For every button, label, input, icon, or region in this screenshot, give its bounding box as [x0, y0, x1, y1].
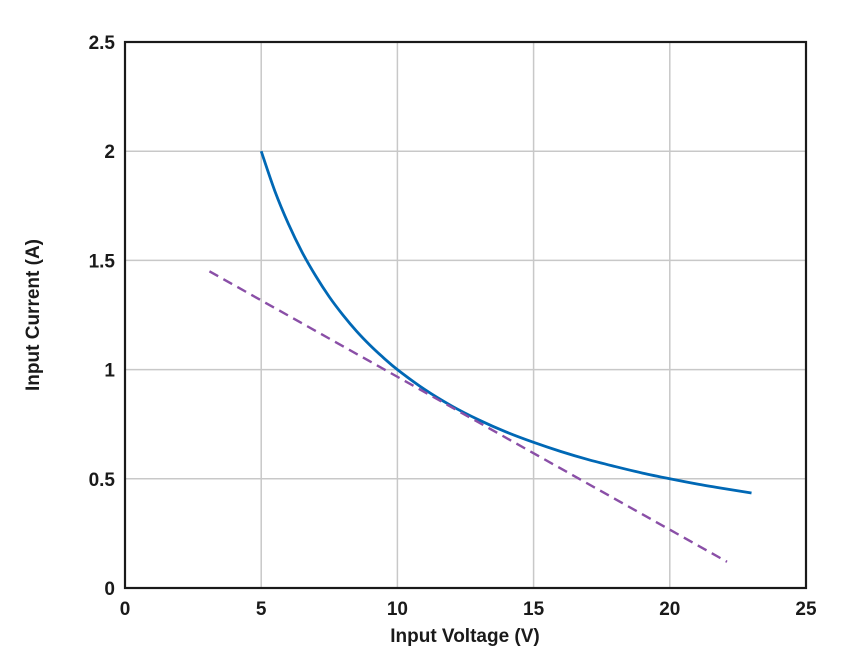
x-tick-label: 15	[523, 599, 545, 620]
plot-frame	[123, 40, 808, 590]
grid-lines	[125, 42, 806, 588]
y-tick-label: 2	[104, 142, 115, 163]
y-tick-label: 0	[104, 579, 115, 600]
y-tick-label: 1	[104, 361, 115, 382]
x-axis-ticks: 0 5 10 15 20 25	[120, 599, 817, 620]
series-line-dashed	[208, 270, 728, 563]
series-line-solid	[259, 150, 752, 495]
x-axis-label: Input Voltage (V)	[390, 626, 540, 647]
x-tick-label: 0	[120, 599, 131, 620]
y-tick-label: 1.5	[89, 251, 116, 272]
series-layer	[208, 150, 752, 563]
x-tick-label: 10	[387, 599, 408, 620]
y-tick-label: 2.5	[89, 33, 116, 54]
y-axis-label: Input Current (A)	[23, 239, 44, 391]
x-tick-label: 5	[256, 599, 267, 620]
x-tick-label: 20	[659, 599, 680, 620]
y-axis-ticks: 0 0.5 1 1.5 2 2.5	[89, 33, 116, 600]
x-tick-label: 25	[795, 599, 817, 620]
y-tick-label: 0.5	[89, 470, 116, 491]
